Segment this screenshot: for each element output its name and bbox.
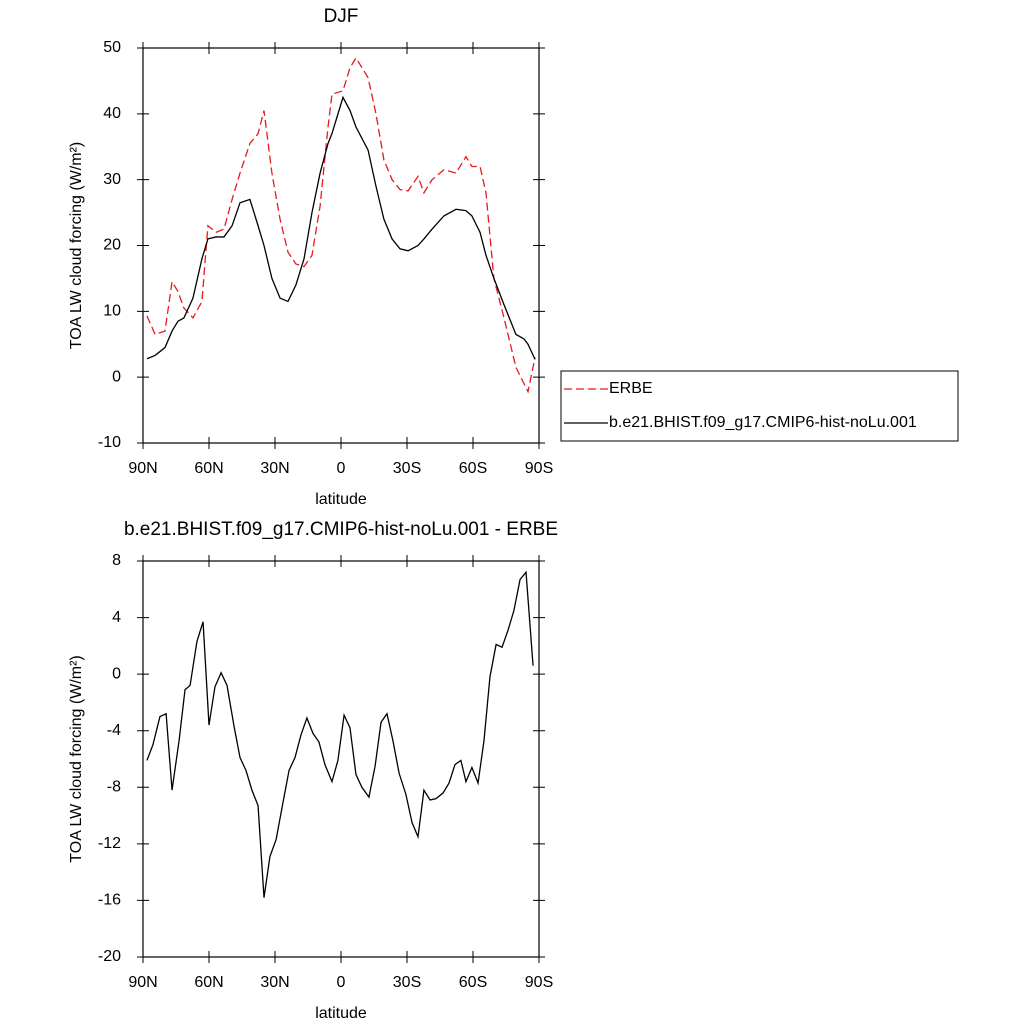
y-tick-label: 4 [112, 609, 121, 626]
y-tick-label: -16 [98, 892, 121, 909]
y-tick-label: 50 [103, 39, 121, 56]
y-tick-label: 0 [112, 665, 121, 682]
x-tick-label: 30S [393, 974, 421, 991]
x-tick-label: 90N [128, 460, 157, 477]
x-axis-label: latitude [315, 491, 367, 508]
x-axis-label: latitude [315, 1005, 367, 1022]
y-tick-label: -8 [107, 779, 121, 796]
x-tick-label: 90S [525, 460, 553, 477]
x-tick-label: 0 [337, 974, 346, 991]
y-axis-label: TOA LW cloud forcing (W/m²) [68, 655, 85, 862]
x-tick-label: 30N [260, 974, 289, 991]
x-tick-label: 60N [194, 974, 223, 991]
y-tick-label: 0 [112, 368, 121, 385]
chart-title: b.e21.BHIST.f09_g17.CMIP6-hist-noLu.001 … [124, 519, 558, 540]
legend-label: ERBE [609, 380, 653, 397]
legend-label: b.e21.BHIST.f09_g17.CMIP6-hist-noLu.001 [609, 414, 917, 431]
y-tick-label: -12 [98, 835, 121, 852]
chart-title: DJF [324, 6, 359, 27]
x-tick-label: 30S [393, 460, 421, 477]
x-tick-label: 60N [194, 460, 223, 477]
y-tick-label: 40 [103, 105, 121, 122]
plot-frame [142, 47, 540, 444]
y-tick-label: -10 [98, 434, 121, 451]
x-tick-label: 0 [337, 460, 346, 477]
x-tick-label: 90S [525, 974, 553, 991]
x-tick-label: 60S [459, 974, 487, 991]
data-line [146, 95, 536, 360]
y-axis-label: TOA LW cloud forcing (W/m²) [68, 142, 85, 349]
data-line [146, 56, 536, 394]
y-tick-label: 30 [103, 171, 121, 188]
x-tick-label: 90N [128, 974, 157, 991]
legend-box [560, 370, 959, 442]
y-tick-label: 10 [103, 303, 121, 320]
y-tick-label: 8 [112, 552, 121, 569]
plot-frame [142, 560, 540, 958]
data-line [146, 570, 534, 898]
x-tick-label: 30N [260, 460, 289, 477]
y-tick-label: -20 [98, 948, 121, 965]
y-tick-label: 20 [103, 237, 121, 254]
y-tick-label: -4 [107, 722, 121, 739]
x-tick-label: 60S [459, 460, 487, 477]
